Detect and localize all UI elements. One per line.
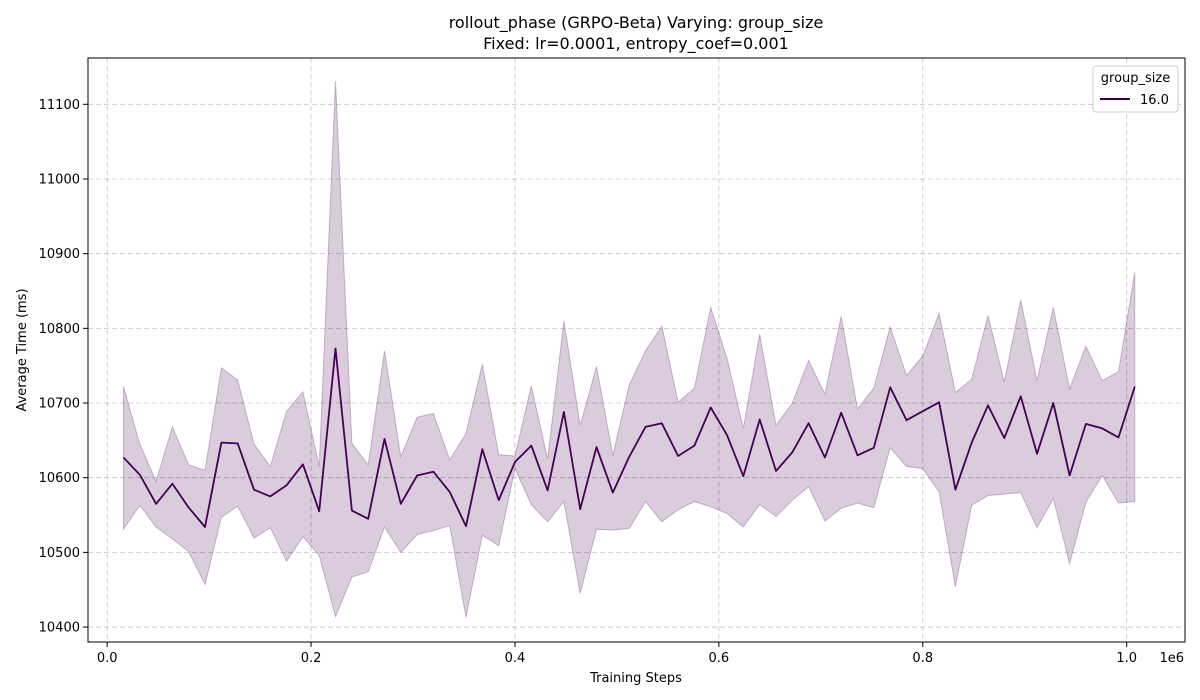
y-tick-label: 10400: [39, 621, 80, 636]
grid-lines: [88, 58, 1185, 642]
series-line-path: [122, 347, 1136, 528]
series-line: [122, 347, 1136, 528]
y-axis-label: Average Time (ms): [15, 288, 30, 411]
y-tick-label: 10600: [39, 471, 80, 486]
legend-box: [1092, 65, 1179, 113]
y-axis-ticks: 10400 10500 10600 10700 10800 10900 11000 11100: [39, 98, 88, 636]
y-tick-label: 10900: [39, 247, 80, 262]
x-tick-label: 0.0: [97, 651, 118, 666]
plot-frame: [87, 57, 1186, 643]
x-tick-label: 0.6: [709, 651, 730, 666]
chart-title: rollout_phase (GRPO-Beta) Varying: group…: [449, 13, 824, 33]
legend-entry-label: 16.0: [1140, 93, 1169, 108]
legend-title: group_size: [1101, 71, 1170, 86]
x-tick-label: 1.0: [1116, 651, 1137, 666]
x-axis-ticks: 0.0 0.2 0.4 0.6 0.8 1.0: [97, 642, 1137, 666]
y-tick-label: 10500: [39, 546, 80, 561]
y-tick-label: 11000: [39, 172, 80, 187]
x-tick-label: 0.8: [912, 651, 933, 666]
y-tick-label: 10800: [39, 322, 80, 337]
y-tick-label: 10700: [39, 397, 80, 412]
x-tick-label: 0.2: [301, 651, 322, 666]
y-tick-label: 11100: [39, 98, 80, 113]
legend: group_size 16.0: [1092, 65, 1179, 113]
x-tick-label: 0.4: [505, 651, 526, 666]
x-axis-label: Training Steps: [589, 671, 682, 686]
x-axis-offset-label: 1e6: [1159, 651, 1184, 666]
chart-subtitle: Fixed: lr=0.0001, entropy_coef=0.001: [483, 34, 789, 54]
